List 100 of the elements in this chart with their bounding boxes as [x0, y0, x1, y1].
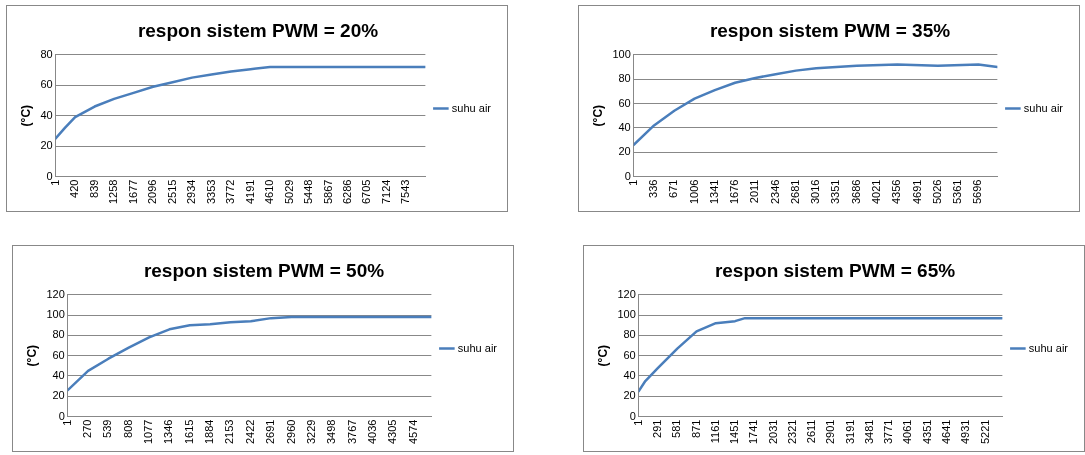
x-tick-label: 3016: [809, 179, 822, 205]
x-tick-label: 2153: [223, 419, 236, 445]
x-tick-label: 336: [647, 179, 660, 198]
x-tick-label: 2691: [264, 419, 277, 445]
chart-title: respon sistem PWM = 65%: [714, 259, 956, 281]
y-tick-label: 80: [52, 328, 65, 341]
x-tick-label: 5029: [282, 179, 295, 205]
x-tick-label: 1: [60, 419, 73, 426]
y-tick-label: 60: [52, 348, 65, 361]
x-tick-label: 4036: [365, 419, 378, 445]
x-tick-label: 1676: [728, 179, 741, 205]
x-tick-label: 5867: [321, 179, 334, 205]
x-tick-label: 1: [48, 179, 61, 186]
x-tick-label: 4351: [920, 419, 933, 445]
x-tick-label: 2681: [788, 179, 801, 205]
x-tick-label: 3353: [204, 179, 217, 205]
x-tick-label: 1161: [708, 419, 721, 444]
y-tick-label: 0: [46, 169, 53, 182]
x-tick-label: 2346: [768, 179, 781, 205]
x-tick-label: 1741: [747, 419, 760, 445]
y-tick-label: 80: [623, 328, 636, 341]
y-tick-label: 0: [58, 409, 65, 422]
x-tick-label: 2011: [748, 179, 761, 204]
y-axis-title: (°C): [590, 104, 605, 127]
x-tick-label: 3191: [843, 419, 856, 445]
x-tick-label: 4305: [386, 419, 399, 445]
x-tick-label: 4691: [910, 179, 923, 205]
y-tick-label: 20: [40, 139, 53, 152]
legend-label: suhu air: [457, 341, 498, 354]
x-tick-label: 4641: [940, 419, 952, 445]
x-tick-label: 4061: [901, 419, 914, 445]
x-tick-label: 6705: [360, 179, 373, 205]
x-tick-label: 5361: [951, 179, 964, 205]
x-tick-label: 4574: [406, 419, 419, 445]
y-tick-label: 20: [623, 389, 636, 402]
y-tick-label: 40: [623, 368, 636, 381]
x-tick-label: 1451: [728, 419, 741, 445]
x-tick-label: 1006: [687, 179, 700, 205]
x-tick-label: 1615: [182, 419, 195, 445]
x-tick-label: 808: [121, 419, 134, 438]
y-tick-label: 0: [629, 409, 636, 422]
x-tick-label: 1: [631, 419, 644, 426]
x-tick-label: 2031: [766, 419, 779, 445]
x-tick-label: 2096: [146, 179, 159, 205]
y-tick-label: 60: [40, 78, 53, 91]
y-tick-label: 60: [618, 96, 631, 109]
legend-label: suhu air: [1028, 341, 1069, 354]
legend-label: suhu air: [1023, 101, 1064, 114]
y-axis-title: (°C): [18, 104, 33, 127]
y-tick-label: 60: [623, 348, 636, 361]
x-tick-label: 5221: [978, 419, 991, 445]
x-tick-label: 6286: [341, 179, 353, 205]
x-tick-label: 4931: [959, 419, 972, 445]
x-tick-label: 2934: [185, 179, 198, 205]
x-tick-label: 1346: [162, 419, 175, 445]
chart-title: respon sistem PWM = 35%: [709, 19, 951, 41]
x-tick-label: 2321: [785, 419, 798, 445]
x-tick-label: 1258: [107, 179, 120, 205]
x-tick-label: 581: [670, 419, 683, 438]
x-tick-label: 2901: [824, 419, 837, 445]
x-tick-label: 5448: [302, 179, 315, 205]
y-tick-label: 40: [40, 108, 53, 121]
y-tick-label: 40: [52, 368, 65, 381]
x-tick-label: 2515: [165, 179, 178, 205]
x-tick-label: 4356: [890, 179, 903, 205]
x-tick-label: 871: [689, 419, 702, 438]
x-tick-label: 3686: [849, 179, 862, 205]
y-tick-label: 20: [618, 145, 631, 158]
x-tick-label: 2960: [284, 419, 297, 445]
x-tick-label: 3229: [304, 419, 317, 445]
x-tick-label: 4191: [243, 179, 256, 205]
y-tick-label: 20: [52, 389, 65, 402]
y-tick-label: 120: [46, 287, 65, 300]
chart-title: respon sistem PWM = 20%: [137, 19, 379, 41]
y-tick-label: 120: [617, 287, 636, 300]
x-tick-label: 4610: [263, 179, 276, 205]
x-tick-label: 2611: [805, 419, 818, 444]
x-tick-label: 539: [101, 419, 114, 438]
x-tick-label: 3767: [345, 419, 358, 445]
y-tick-label: 0: [624, 169, 631, 182]
y-axis-title: (°C): [24, 344, 39, 367]
x-tick-label: 4021: [870, 179, 883, 205]
x-tick-label: 420: [68, 179, 81, 198]
x-tick-label: 1677: [126, 179, 139, 205]
x-tick-label: 1: [626, 179, 639, 186]
x-tick-label: 270: [81, 419, 94, 438]
x-tick-label: 1341: [707, 179, 720, 205]
x-tick-label: 671: [667, 179, 680, 198]
x-tick-label: 3481: [862, 419, 875, 445]
x-tick-label: 1884: [203, 419, 216, 445]
y-tick-label: 100: [612, 47, 631, 60]
y-tick-label: 80: [618, 72, 631, 85]
x-tick-label: 291: [651, 419, 664, 438]
x-tick-label: 5696: [971, 179, 984, 205]
x-tick-label: 839: [87, 179, 100, 198]
y-tick-label: 80: [40, 47, 53, 60]
chart-title: respon sistem PWM = 50%: [143, 259, 385, 281]
y-tick-label: 100: [617, 308, 636, 321]
legend-label: suhu air: [451, 101, 492, 114]
y-axis-title: (°C): [595, 344, 610, 367]
